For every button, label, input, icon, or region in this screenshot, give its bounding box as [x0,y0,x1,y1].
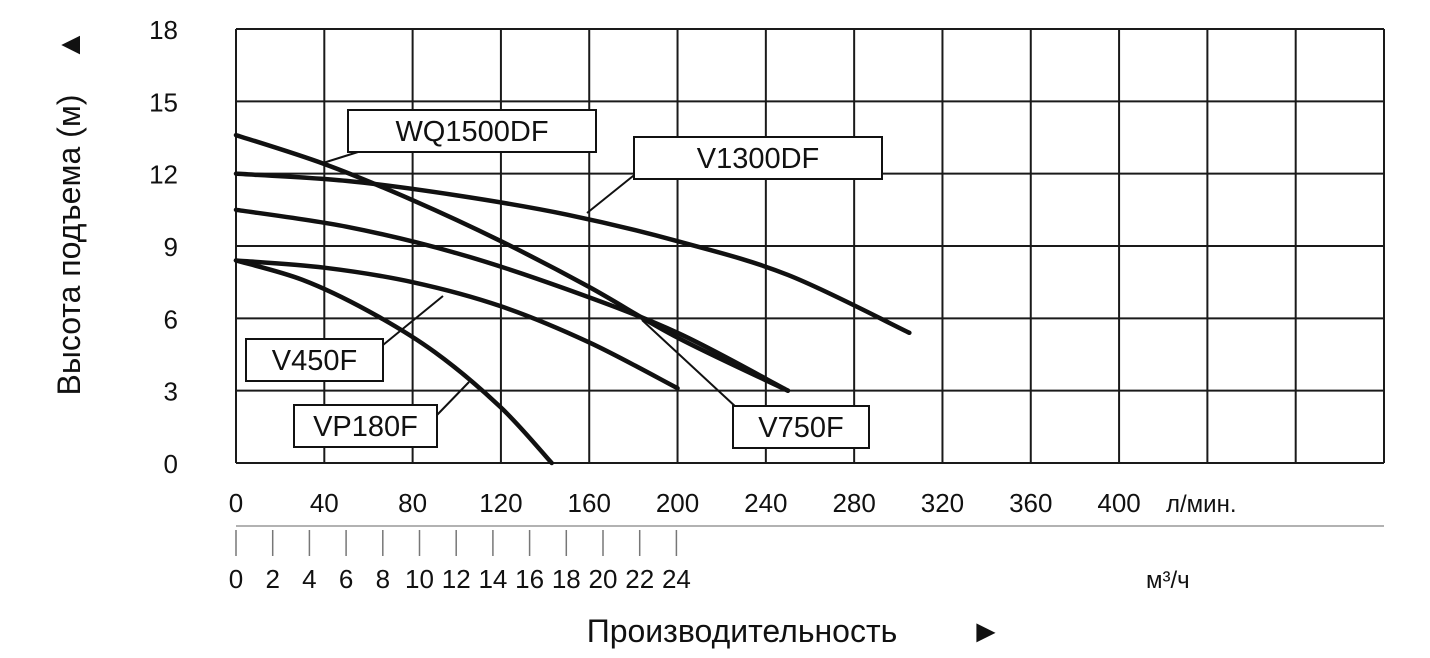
x2-tick-label: 12 [442,564,471,594]
x2-tick-label: 10 [405,564,434,594]
leader-line [436,381,470,416]
y-axis-title: Высота подъема (м) [51,95,87,396]
x2-tick-label: 16 [515,564,544,594]
x2-tick-label: 20 [589,564,618,594]
x-tick-label: 80 [398,488,427,518]
curve-label-v450f: V450F [245,295,444,382]
y-tick-label: 15 [149,87,178,117]
label-box [732,405,870,449]
x-tick-label: 160 [568,488,611,518]
x-tick-label: 360 [1009,488,1052,518]
curve-vp180f [233,258,554,466]
curve-wq1500df [233,132,791,393]
plot-grid [235,28,1385,464]
x-tick-label: 120 [479,488,522,518]
x2-unit-label: м³/ч [1146,567,1190,594]
x-tick-label: 0 [229,488,243,518]
x-tick-label: 40 [310,488,339,518]
x2-tick-label: 4 [302,564,316,594]
x2-tick-label: 0 [229,564,243,594]
curve-v1300df [233,171,912,336]
x2-tick-label: 22 [625,564,654,594]
x-tick-label: 200 [656,488,699,518]
y-tick-label: 6 [164,304,178,334]
x-tick-label: 280 [832,488,875,518]
label-box [293,404,438,448]
y-tick-label: 9 [164,232,178,262]
leader-line [382,295,444,346]
x2-tick-label: 14 [478,564,507,594]
curve-label-v1300df: V1300DF [586,136,883,214]
series-label: WQ1500DF [395,116,548,148]
series-label: V450F [272,345,357,377]
leader-line [641,319,738,409]
y-axis-arrow-icon: ▲ [51,29,87,61]
curve-labels: WQ1500DF V1300DF V450F VP180F V750F [245,109,883,449]
series-label: VP180F [313,411,418,443]
leader-line [586,171,639,214]
x2-tick-label: 6 [339,564,353,594]
y-tick-label: 18 [149,15,178,45]
series-label: V1300DF [697,143,820,175]
label-box [633,136,883,180]
label-box [347,109,597,153]
curve-v450f [233,258,680,391]
y-tick-label: 3 [164,377,178,407]
label-box [245,338,384,382]
x2-tick-label: 2 [265,564,279,594]
curve-label-wq1500df: WQ1500DF [322,109,597,164]
x-tick-label: 240 [744,488,787,518]
curve-v750f [233,207,791,393]
x2-tick-label: 8 [376,564,390,594]
leader-line [322,151,359,164]
y-tick-label: 12 [149,160,178,190]
x-axis-arrow-icon: ► [970,613,1002,649]
x2-tick-label: 24 [662,564,691,594]
x2-tick-label: 18 [552,564,581,594]
curve-label-v750f: V750F [641,319,870,449]
x-axis-title: Производительность [587,613,898,649]
x-unit-label: л/мин. [1166,491,1237,518]
x-tick-label: 400 [1097,488,1140,518]
curves [233,132,912,466]
y-tick-label: 0 [164,449,178,479]
series-label: V750F [758,412,843,444]
curve-label-vp180f: VP180F [293,381,470,448]
x-tick-label: 320 [921,488,964,518]
